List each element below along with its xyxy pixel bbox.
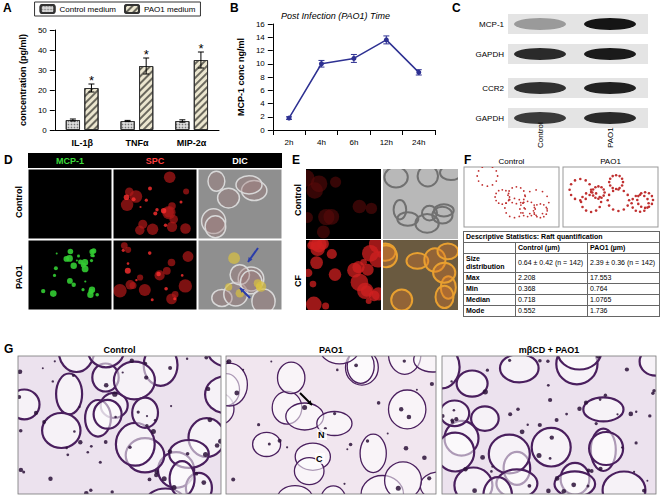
svg-text:40: 40 (38, 46, 47, 55)
svg-text:PAO1 medium: PAO1 medium (144, 5, 196, 14)
html-text:0.552: 0.552 (518, 307, 536, 314)
svg-text:24h: 24h (412, 138, 425, 147)
svg-text:C: C (452, 1, 461, 15)
svg-text:30: 30 (38, 66, 47, 75)
html-text:Min: Min (466, 285, 479, 292)
svg-text:PAO1: PAO1 (606, 127, 615, 148)
svg-text:8: 8 (260, 73, 265, 82)
svg-text:50: 50 (38, 26, 47, 35)
svg-text:GAPDH: GAPDH (476, 114, 505, 123)
html-text:1.0765: 1.0765 (590, 296, 612, 303)
svg-text:SPC: SPC (146, 156, 165, 166)
html-text:Max: Max (466, 274, 480, 281)
html-text:Control (µm): Control (µm) (518, 244, 560, 251)
svg-text:*: * (89, 73, 94, 88)
svg-text:D: D (4, 153, 13, 167)
svg-text:GAPDH: GAPDH (476, 50, 505, 59)
svg-text:20: 20 (38, 86, 47, 95)
svg-text:0: 0 (260, 126, 265, 135)
svg-text:PAO1: PAO1 (319, 345, 343, 355)
html-text:Mode: Mode (466, 307, 485, 314)
svg-text:CCR2: CCR2 (482, 84, 504, 93)
svg-text:MCP-1: MCP-1 (479, 20, 504, 29)
svg-text:A: A (3, 1, 12, 15)
svg-text:4: 4 (260, 99, 265, 108)
html-text:0.368: 0.368 (518, 285, 536, 292)
svg-text:4h: 4h (317, 138, 326, 147)
svg-text:10: 10 (38, 106, 47, 115)
svg-text:MCP-1: MCP-1 (56, 156, 84, 166)
svg-text:14: 14 (256, 33, 265, 42)
svg-text:Post Infection (PAO1) Time: Post Infection (PAO1) Time (281, 11, 390, 21)
svg-text:0: 0 (42, 126, 47, 135)
html-text:Descriptive Statistics: Raft q: Descriptive Statistics: Raft quantificat… (466, 233, 603, 240)
svg-text:PAO1: PAO1 (14, 265, 24, 289)
html-text:0.64 ± 0.42 (n = 142): 0.64 ± 0.42 (n = 142) (518, 259, 584, 266)
svg-text:6: 6 (260, 86, 265, 95)
svg-text:TNFα: TNFα (125, 138, 148, 148)
svg-text:E: E (292, 153, 300, 167)
svg-text:Control: Control (499, 157, 525, 166)
svg-text:Control: Control (536, 122, 545, 148)
svg-text:C: C (316, 454, 323, 464)
svg-text:B: B (230, 1, 239, 15)
html-text:1.736: 1.736 (590, 307, 608, 314)
svg-text:10: 10 (256, 59, 265, 68)
svg-text:PAO1: PAO1 (600, 157, 621, 166)
svg-text:F: F (464, 153, 471, 167)
html-text:Size distribution: Size distribution (466, 255, 505, 270)
svg-text:12: 12 (256, 46, 265, 55)
svg-text:Control: Control (104, 345, 136, 355)
svg-text:DIC: DIC (232, 156, 248, 166)
svg-text:16: 16 (256, 20, 265, 29)
svg-text:6h: 6h (349, 138, 358, 147)
html-text:Median: Median (466, 296, 491, 303)
svg-text:CF: CF (293, 275, 303, 287)
svg-text:MCP-1 conc ng/ml: MCP-1 conc ng/ml (236, 38, 246, 116)
html-text:17.553: 17.553 (590, 274, 612, 281)
svg-text:*: * (144, 47, 149, 62)
svg-text:2: 2 (260, 112, 265, 121)
html-text:0.718: 0.718 (518, 296, 536, 303)
svg-text:N: N (318, 430, 325, 440)
html-text:0.764: 0.764 (590, 285, 608, 292)
svg-text:12h: 12h (380, 138, 393, 147)
svg-text:MIP-2α: MIP-2α (177, 138, 207, 148)
svg-text:Control: Control (293, 184, 303, 216)
svg-text:Control medium: Control medium (60, 5, 117, 14)
html-text:2.208: 2.208 (518, 274, 536, 281)
svg-text:Control: Control (14, 186, 24, 218)
svg-text:IL-1β: IL-1β (71, 138, 93, 148)
svg-text:concentration (pg/ml): concentration (pg/ml) (18, 34, 28, 126)
html-text:PAO1 (µm): PAO1 (µm) (590, 244, 626, 251)
svg-text:G: G (4, 342, 13, 356)
svg-text:*: * (198, 41, 203, 56)
svg-text:2h: 2h (285, 138, 294, 147)
html-text:2.39 ± 0.36 (n = 142): 2.39 ± 0.36 (n = 142) (590, 259, 656, 266)
svg-text:mβCD + PAO1: mβCD + PAO1 (519, 345, 580, 355)
